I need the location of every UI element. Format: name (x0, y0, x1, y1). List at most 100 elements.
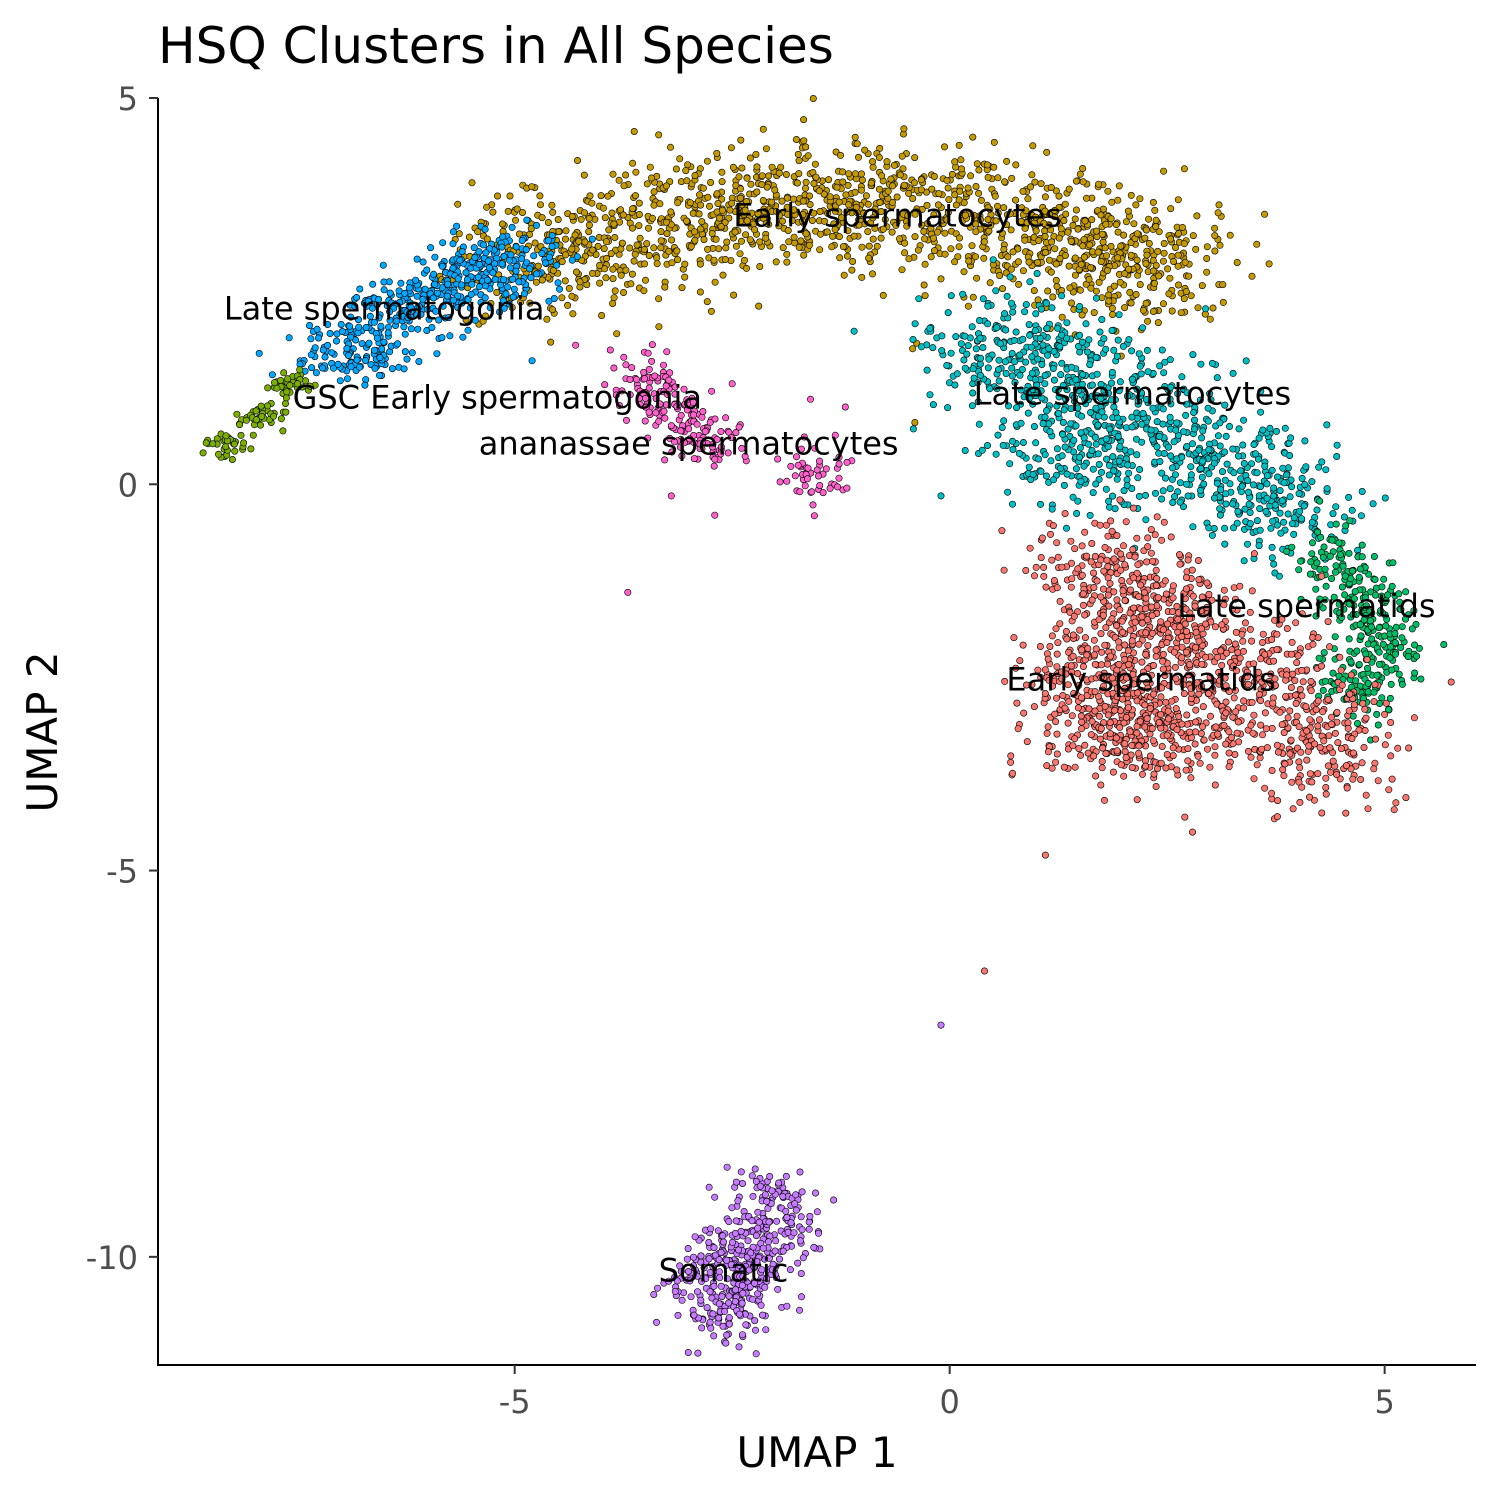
data-point (1060, 763, 1068, 771)
data-point (1349, 567, 1357, 575)
data-point (449, 264, 457, 272)
data-point (515, 230, 523, 238)
data-point (1157, 759, 1165, 767)
data-point (1059, 418, 1067, 426)
data-point (1098, 230, 1106, 238)
data-point (1182, 648, 1190, 656)
data-point (202, 439, 210, 447)
data-point (968, 323, 976, 331)
data-point (1182, 573, 1190, 581)
data-point (454, 200, 462, 208)
data-point (1392, 799, 1400, 807)
data-point (960, 268, 968, 276)
data-point (975, 166, 983, 174)
data-point (439, 239, 447, 247)
data-point (1108, 198, 1116, 206)
data-point (640, 287, 648, 295)
data-point (1054, 324, 1062, 332)
data-point (237, 431, 245, 439)
data-point (1296, 507, 1304, 515)
data-point (1094, 450, 1102, 458)
data-point (1173, 766, 1181, 774)
data-point (1084, 348, 1092, 356)
data-point (561, 235, 569, 243)
data-point (926, 391, 934, 399)
data-point (797, 237, 805, 245)
data-point (1115, 457, 1123, 465)
data-point (328, 349, 336, 357)
data-point (1105, 711, 1113, 719)
data-point (1175, 230, 1183, 238)
data-point (895, 235, 903, 243)
data-point (1038, 534, 1046, 542)
data-point (256, 421, 264, 429)
data-point (835, 474, 843, 482)
data-point (1200, 480, 1208, 488)
data-point (956, 187, 964, 195)
data-point (1306, 570, 1314, 578)
data-point (1192, 245, 1200, 253)
data-point (938, 347, 946, 355)
data-point (1387, 752, 1395, 760)
data-point (1057, 225, 1065, 233)
data-point (1065, 185, 1073, 193)
data-point (1019, 335, 1027, 343)
data-point (1007, 299, 1015, 307)
data-point (1072, 206, 1080, 214)
data-point (1059, 430, 1067, 438)
data-point (548, 306, 556, 314)
data-point (1283, 624, 1291, 632)
data-point (1214, 730, 1222, 738)
data-point (1286, 750, 1294, 758)
data-point (1099, 205, 1107, 213)
data-point (1042, 472, 1050, 480)
data-point (901, 249, 909, 257)
data-point (222, 432, 230, 440)
data-point (1358, 553, 1366, 561)
data-point (712, 235, 720, 243)
data-point (1136, 717, 1144, 725)
data-point (695, 191, 703, 199)
data-point (975, 189, 983, 197)
data-point (1003, 157, 1011, 165)
data-point (1074, 565, 1082, 573)
data-point (1389, 559, 1397, 567)
data-point (507, 251, 515, 259)
data-point (986, 279, 994, 287)
data-point (1096, 328, 1104, 336)
data-point (703, 157, 711, 165)
data-point (1413, 652, 1421, 660)
data-point (869, 235, 877, 243)
data-point (1322, 790, 1330, 798)
data-point (1012, 328, 1020, 336)
data-point (1143, 346, 1151, 354)
data-point (1110, 555, 1118, 563)
data-point (1121, 740, 1129, 748)
data-point (596, 279, 604, 287)
data-point (917, 176, 925, 184)
data-point (994, 366, 1002, 374)
data-point (509, 275, 517, 283)
data-point (427, 244, 435, 252)
data-point (967, 172, 975, 180)
data-point (1321, 565, 1329, 573)
data-point (1026, 544, 1034, 552)
data-point (1275, 572, 1283, 580)
data-point (553, 261, 561, 269)
data-point (1262, 507, 1270, 515)
data-point (1249, 729, 1257, 737)
data-point (1160, 300, 1168, 308)
data-point (536, 201, 544, 209)
data-point (1090, 636, 1098, 644)
data-point (1035, 455, 1043, 463)
data-point (951, 381, 959, 389)
data-point (764, 172, 772, 180)
data-point (1387, 680, 1395, 688)
data-point (1370, 688, 1378, 696)
data-point (1238, 482, 1246, 490)
data-point (1055, 234, 1063, 242)
data-point (1071, 215, 1079, 223)
data-point (992, 287, 1000, 295)
data-point (1191, 740, 1199, 748)
data-point (1233, 519, 1241, 527)
